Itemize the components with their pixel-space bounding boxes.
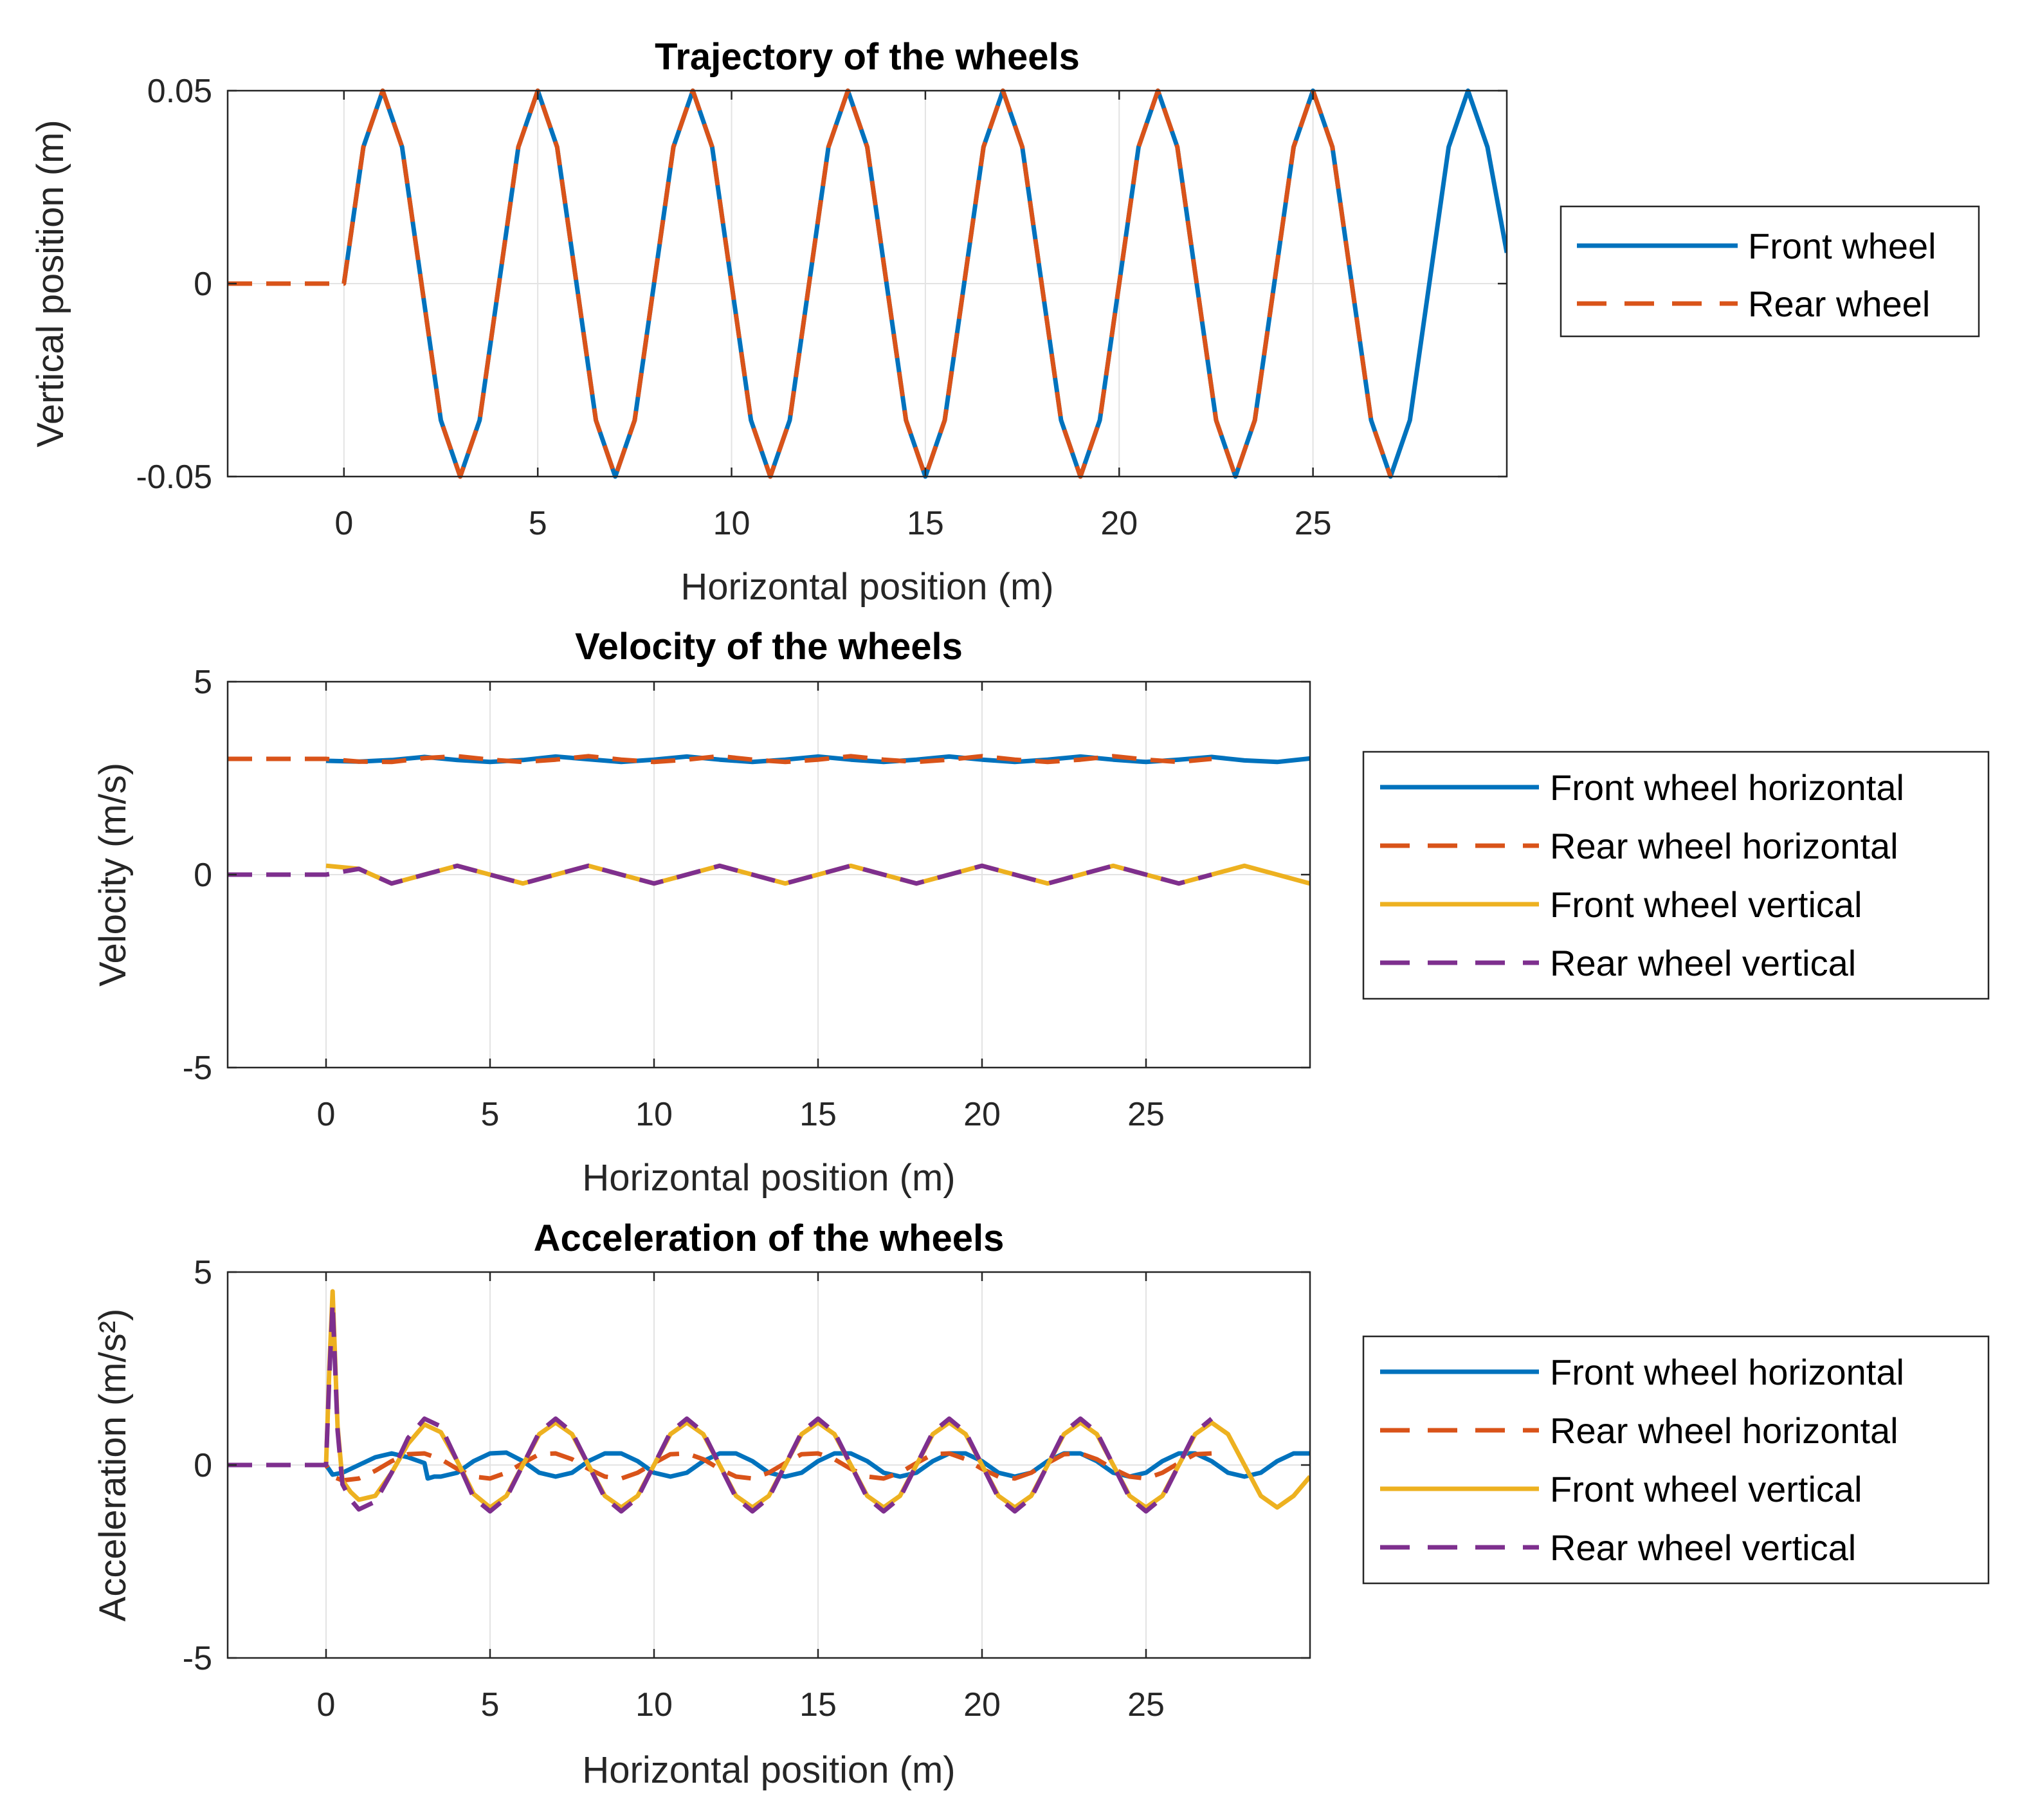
- legend-label: Rear wheel vertical: [1550, 943, 1856, 983]
- legend-label: Front wheel horizontal: [1550, 1352, 1904, 1392]
- legend-label: Rear wheel horizontal: [1550, 1410, 1898, 1451]
- chart-title: Acceleration of the wheels: [534, 1217, 1005, 1259]
- x-tick-label: 5: [481, 1096, 500, 1133]
- series-line-front-wheel-vertical: [323, 1289, 1310, 1510]
- legend-box: [1560, 205, 1980, 338]
- legend-box: [1362, 1335, 1990, 1585]
- series-line-rear-wheel-horizontal: [228, 754, 1212, 765]
- y-tick-label: -5: [183, 1050, 212, 1087]
- x-tick-label: 10: [635, 1686, 673, 1724]
- y-tick-label: 5: [194, 664, 212, 701]
- series-line-rear-wheel-vertical: [228, 1300, 1214, 1514]
- x-tick-label: 20: [963, 1096, 1001, 1133]
- x-tick-label: 10: [713, 505, 751, 542]
- legend: Front wheel horizontal Rear wheel horizon…: [1362, 1335, 1990, 1585]
- series-line-rear-wheel-horizontal: [228, 1451, 1212, 1483]
- series-group: [228, 754, 1310, 886]
- chart-panel-1: 0 5 10 15 20 25 -0.05 0 0.05 Trajectory of the wh…: [30, 36, 1980, 608]
- legend-label: Front wheel: [1748, 226, 1936, 266]
- x-tick-label: 15: [799, 1686, 837, 1724]
- x-tick-label: 0: [317, 1096, 336, 1133]
- x-axis-label: Horizontal position (m): [582, 1157, 955, 1199]
- y-axis-label: Acceleration (m/s²): [92, 1309, 134, 1622]
- legend: Front wheel Rear wheel: [1560, 205, 1980, 338]
- x-tick-label: 20: [963, 1686, 1001, 1724]
- x-axis-label: Horizontal position (m): [680, 566, 1053, 608]
- x-tick-label: 25: [1127, 1096, 1165, 1133]
- legend-box: [1362, 751, 1990, 1000]
- x-tick-label: 0: [317, 1686, 336, 1724]
- y-tick-label: -5: [183, 1640, 212, 1677]
- series-line-rear-wheel: [228, 88, 1393, 479]
- y-tick-label: 0: [194, 857, 212, 894]
- x-tick-label: 0: [334, 505, 353, 542]
- x-axis-label: Horizontal position (m): [582, 1749, 955, 1791]
- legend-label: Front wheel vertical: [1550, 884, 1862, 925]
- legend: Front wheel horizontal Rear wheel horizon…: [1362, 751, 1990, 1000]
- y-tick-label: 5: [194, 1254, 212, 1291]
- y-tick-label: 0: [194, 266, 212, 303]
- series-group: [228, 1289, 1310, 1514]
- x-tick-label: 20: [1100, 505, 1138, 542]
- y-axis-label: Vertical position (m): [30, 120, 71, 447]
- chart-panel-2: 0 5 10 15 20 25 -5 0 5 Velocity of the wheels Hori…: [92, 626, 1990, 1199]
- x-tick-label: 25: [1295, 505, 1332, 542]
- x-tick-label: 25: [1127, 1686, 1165, 1724]
- x-tick-label: 5: [481, 1686, 500, 1724]
- x-tick-label: 15: [799, 1096, 837, 1133]
- series-line-rear-wheel-vertical: [228, 863, 1212, 886]
- series-line-front-wheel-horizontal: [325, 754, 1310, 765]
- y-tick-label: 0.05: [147, 73, 212, 110]
- x-tick-label: 10: [635, 1096, 673, 1133]
- legend-label: Rear wheel: [1748, 284, 1930, 324]
- chart-panel-3: 0 5 10 15 20 25 -5 0 5 Acceleration of the wheels…: [92, 1217, 1990, 1791]
- y-tick-label: -0.05: [136, 459, 212, 496]
- chart-title: Trajectory of the wheels: [655, 36, 1080, 78]
- x-tick-label: 15: [907, 505, 944, 542]
- legend-label: Front wheel horizontal: [1550, 767, 1904, 808]
- legend-label: Rear wheel horizontal: [1550, 826, 1898, 866]
- y-tick-label: 0: [194, 1447, 212, 1484]
- chart-title: Velocity of the wheels: [575, 626, 963, 668]
- x-tick-label: 5: [529, 505, 547, 542]
- legend-label: Front wheel vertical: [1550, 1469, 1862, 1509]
- legend-label: Rear wheel vertical: [1550, 1527, 1856, 1568]
- series-line-front-wheel-horizontal: [324, 1450, 1310, 1481]
- y-axis-label: Velocity (m/s): [92, 763, 134, 987]
